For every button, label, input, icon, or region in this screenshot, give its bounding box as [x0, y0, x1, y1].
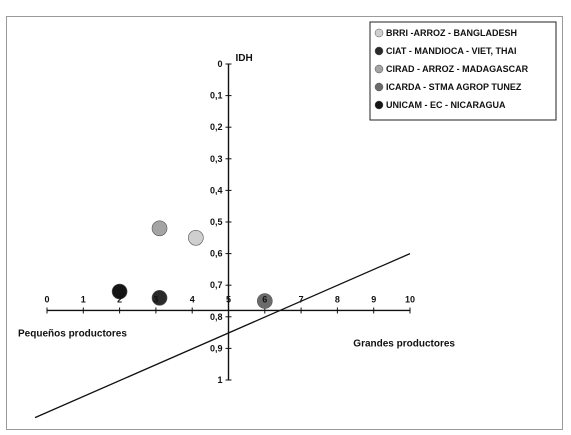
x-tick-label: 2: [117, 294, 122, 304]
legend-box: [369, 21, 557, 121]
x-axis-label-right: Grandes productores: [353, 338, 455, 349]
x-tick-label: 7: [299, 294, 304, 304]
data-point: [151, 220, 168, 237]
y-tick-label: 0,7: [210, 280, 223, 290]
data-point: [256, 293, 273, 309]
legend-marker: [374, 100, 384, 110]
y-tick-label: 0,5: [210, 217, 223, 227]
data-point: [151, 290, 168, 306]
y-tick-label: 0,2: [210, 122, 223, 132]
y-tick-label: 0: [217, 59, 222, 69]
trend-line: [34, 253, 411, 419]
y-tick-label: 0,1: [210, 91, 223, 101]
legend-label: UNICAM - EC - NICARAGUA: [386, 100, 506, 110]
x-tick-label: 3: [153, 294, 158, 304]
x-tick-label: 1: [81, 294, 86, 304]
legend-label: BRRI -ARROZ - BANGLADESH: [386, 28, 517, 38]
x-tick-label: 9: [371, 294, 376, 304]
legend-label: CIAT - MANDIOCA - VIET, THAI: [386, 46, 517, 56]
data-point: [111, 283, 128, 300]
x-tick-label: 10: [405, 294, 415, 304]
y-tick-label: 0,8: [210, 312, 223, 322]
y-tick-label: 0,6: [210, 249, 223, 259]
y-tick-label: 1: [217, 375, 222, 385]
legend-label: CIRAD - ARROZ - MADAGASCAR: [386, 64, 529, 74]
data-point: [188, 230, 204, 246]
x-tick-label: 0: [44, 294, 49, 304]
y-tick-label: 0,9: [210, 343, 223, 353]
x-tick-label: 6: [262, 294, 267, 304]
legend-label: ICARDA - STMA AGROP TUNEZ: [386, 82, 522, 92]
legend-marker: [374, 28, 384, 38]
legend-marker: [374, 46, 384, 56]
x-tick-label: 5: [226, 294, 231, 304]
x-axis-label-left: Pequeños productores: [18, 328, 127, 339]
y-tick-label: 0,4: [210, 185, 223, 195]
y-axis-title: IDH: [236, 53, 253, 64]
legend-marker: [374, 64, 384, 74]
x-tick-label: 4: [190, 294, 195, 304]
legend-marker: [374, 82, 384, 92]
x-tick-label: 8: [335, 294, 340, 304]
y-tick-label: 0,3: [210, 154, 223, 164]
chart-frame: [6, 16, 563, 430]
